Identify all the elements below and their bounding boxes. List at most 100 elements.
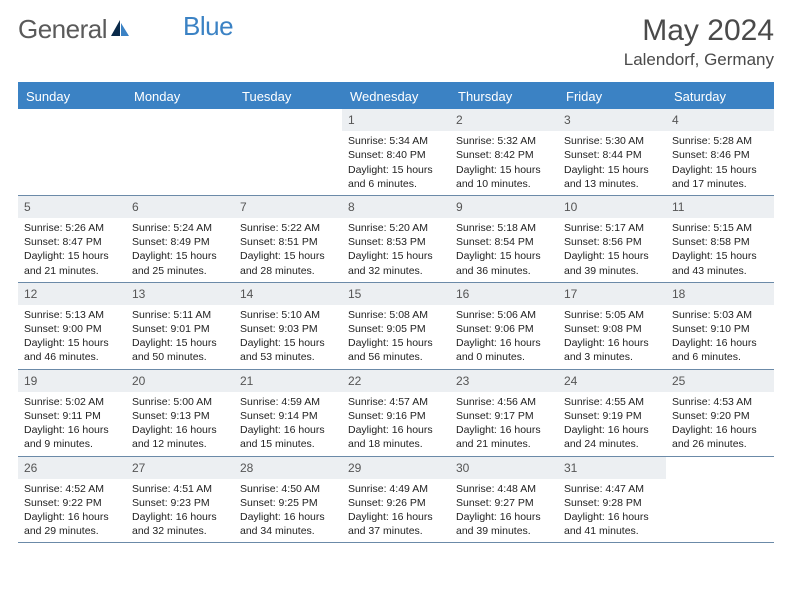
logo: General Blue — [18, 14, 233, 45]
day-number: 24 — [558, 370, 666, 392]
day-details: Sunrise: 5:20 AMSunset: 8:53 PMDaylight:… — [342, 220, 450, 282]
sunset-text: Sunset: 9:00 PM — [24, 322, 120, 336]
day-details: Sunrise: 4:47 AMSunset: 9:28 PMDaylight:… — [558, 481, 666, 543]
sunrise-text: Sunrise: 5:05 AM — [564, 308, 660, 322]
calendar-day: 9Sunrise: 5:18 AMSunset: 8:54 PMDaylight… — [450, 196, 558, 282]
calendar-day: 18Sunrise: 5:03 AMSunset: 9:10 PMDayligh… — [666, 283, 774, 369]
daylight-text: Daylight: 15 hours and 25 minutes. — [132, 249, 228, 277]
day-number: 9 — [450, 196, 558, 218]
sunrise-text: Sunrise: 5:10 AM — [240, 308, 336, 322]
sunset-text: Sunset: 9:27 PM — [456, 496, 552, 510]
calendar-day: 30Sunrise: 4:48 AMSunset: 9:27 PMDayligh… — [450, 457, 558, 543]
day-details: Sunrise: 5:28 AMSunset: 8:46 PMDaylight:… — [666, 133, 774, 195]
calendar-day: 11Sunrise: 5:15 AMSunset: 8:58 PMDayligh… — [666, 196, 774, 282]
sunset-text: Sunset: 9:10 PM — [672, 322, 768, 336]
logo-sail-icon — [109, 14, 131, 45]
weekday-header: Sunday — [18, 84, 126, 109]
day-details: Sunrise: 5:26 AMSunset: 8:47 PMDaylight:… — [18, 220, 126, 282]
sunset-text: Sunset: 8:56 PM — [564, 235, 660, 249]
day-number: 4 — [666, 109, 774, 131]
sunrise-text: Sunrise: 5:08 AM — [348, 308, 444, 322]
day-number: 30 — [450, 457, 558, 479]
logo-text-general: General — [18, 14, 107, 45]
day-details: Sunrise: 4:52 AMSunset: 9:22 PMDaylight:… — [18, 481, 126, 543]
day-details: Sunrise: 5:30 AMSunset: 8:44 PMDaylight:… — [558, 133, 666, 195]
day-number: 1 — [342, 109, 450, 131]
day-number: 18 — [666, 283, 774, 305]
daylight-text: Daylight: 15 hours and 56 minutes. — [348, 336, 444, 364]
daylight-text: Daylight: 15 hours and 21 minutes. — [24, 249, 120, 277]
day-details: Sunrise: 4:59 AMSunset: 9:14 PMDaylight:… — [234, 394, 342, 456]
day-number: 21 — [234, 370, 342, 392]
calendar-day: 16Sunrise: 5:06 AMSunset: 9:06 PMDayligh… — [450, 283, 558, 369]
calendar-day: 1Sunrise: 5:34 AMSunset: 8:40 PMDaylight… — [342, 109, 450, 195]
sunset-text: Sunset: 8:58 PM — [672, 235, 768, 249]
day-details: Sunrise: 5:18 AMSunset: 8:54 PMDaylight:… — [450, 220, 558, 282]
day-number: 25 — [666, 370, 774, 392]
day-details: Sunrise: 5:11 AMSunset: 9:01 PMDaylight:… — [126, 307, 234, 369]
sunset-text: Sunset: 9:11 PM — [24, 409, 120, 423]
calendar-day: 10Sunrise: 5:17 AMSunset: 8:56 PMDayligh… — [558, 196, 666, 282]
calendar-day: 14Sunrise: 5:10 AMSunset: 9:03 PMDayligh… — [234, 283, 342, 369]
day-number: 29 — [342, 457, 450, 479]
weekday-header: Monday — [126, 84, 234, 109]
day-number: 10 — [558, 196, 666, 218]
sunset-text: Sunset: 9:05 PM — [348, 322, 444, 336]
sunset-text: Sunset: 8:51 PM — [240, 235, 336, 249]
weekday-header: Saturday — [666, 84, 774, 109]
day-details: Sunrise: 5:03 AMSunset: 9:10 PMDaylight:… — [666, 307, 774, 369]
sunrise-text: Sunrise: 4:47 AM — [564, 482, 660, 496]
calendar-day: 21Sunrise: 4:59 AMSunset: 9:14 PMDayligh… — [234, 370, 342, 456]
sunrise-text: Sunrise: 5:26 AM — [24, 221, 120, 235]
daylight-text: Daylight: 15 hours and 53 minutes. — [240, 336, 336, 364]
calendar-day: 23Sunrise: 4:56 AMSunset: 9:17 PMDayligh… — [450, 370, 558, 456]
sunset-text: Sunset: 9:01 PM — [132, 322, 228, 336]
daylight-text: Daylight: 16 hours and 32 minutes. — [132, 510, 228, 538]
calendar-day: . — [234, 109, 342, 195]
daylight-text: Daylight: 16 hours and 18 minutes. — [348, 423, 444, 451]
sunset-text: Sunset: 8:40 PM — [348, 148, 444, 162]
day-details: Sunrise: 5:10 AMSunset: 9:03 PMDaylight:… — [234, 307, 342, 369]
sunrise-text: Sunrise: 5:28 AM — [672, 134, 768, 148]
daylight-text: Daylight: 16 hours and 29 minutes. — [24, 510, 120, 538]
weekday-header: Thursday — [450, 84, 558, 109]
calendar-week: ...1Sunrise: 5:34 AMSunset: 8:40 PMDayli… — [18, 109, 774, 196]
daylight-text: Daylight: 16 hours and 12 minutes. — [132, 423, 228, 451]
calendar-week: 5Sunrise: 5:26 AMSunset: 8:47 PMDaylight… — [18, 196, 774, 283]
daylight-text: Daylight: 16 hours and 34 minutes. — [240, 510, 336, 538]
sunrise-text: Sunrise: 5:34 AM — [348, 134, 444, 148]
daylight-text: Daylight: 16 hours and 21 minutes. — [456, 423, 552, 451]
calendar-day: 8Sunrise: 5:20 AMSunset: 8:53 PMDaylight… — [342, 196, 450, 282]
daylight-text: Daylight: 15 hours and 39 minutes. — [564, 249, 660, 277]
day-number: 16 — [450, 283, 558, 305]
daylight-text: Daylight: 15 hours and 32 minutes. — [348, 249, 444, 277]
calendar-day: 27Sunrise: 4:51 AMSunset: 9:23 PMDayligh… — [126, 457, 234, 543]
sunset-text: Sunset: 8:46 PM — [672, 148, 768, 162]
daylight-text: Daylight: 16 hours and 24 minutes. — [564, 423, 660, 451]
sunrise-text: Sunrise: 4:48 AM — [456, 482, 552, 496]
sunrise-text: Sunrise: 5:02 AM — [24, 395, 120, 409]
sunrise-text: Sunrise: 4:57 AM — [348, 395, 444, 409]
day-details: Sunrise: 5:00 AMSunset: 9:13 PMDaylight:… — [126, 394, 234, 456]
day-number: 13 — [126, 283, 234, 305]
calendar-day: 6Sunrise: 5:24 AMSunset: 8:49 PMDaylight… — [126, 196, 234, 282]
daylight-text: Daylight: 15 hours and 36 minutes. — [456, 249, 552, 277]
calendar-day: 20Sunrise: 5:00 AMSunset: 9:13 PMDayligh… — [126, 370, 234, 456]
logo-text-blue: Blue — [183, 11, 233, 42]
sunrise-text: Sunrise: 5:13 AM — [24, 308, 120, 322]
day-details: Sunrise: 5:17 AMSunset: 8:56 PMDaylight:… — [558, 220, 666, 282]
daylight-text: Daylight: 16 hours and 26 minutes. — [672, 423, 768, 451]
day-details: Sunrise: 5:13 AMSunset: 9:00 PMDaylight:… — [18, 307, 126, 369]
daylight-text: Daylight: 16 hours and 41 minutes. — [564, 510, 660, 538]
calendar-day: 22Sunrise: 4:57 AMSunset: 9:16 PMDayligh… — [342, 370, 450, 456]
sunrise-text: Sunrise: 5:15 AM — [672, 221, 768, 235]
sunset-text: Sunset: 9:13 PM — [132, 409, 228, 423]
day-number: 17 — [558, 283, 666, 305]
calendar-day: . — [126, 109, 234, 195]
day-number: 7 — [234, 196, 342, 218]
calendar-day: . — [18, 109, 126, 195]
sunset-text: Sunset: 8:42 PM — [456, 148, 552, 162]
sunrise-text: Sunrise: 5:24 AM — [132, 221, 228, 235]
day-number: 20 — [126, 370, 234, 392]
sunset-text: Sunset: 9:26 PM — [348, 496, 444, 510]
